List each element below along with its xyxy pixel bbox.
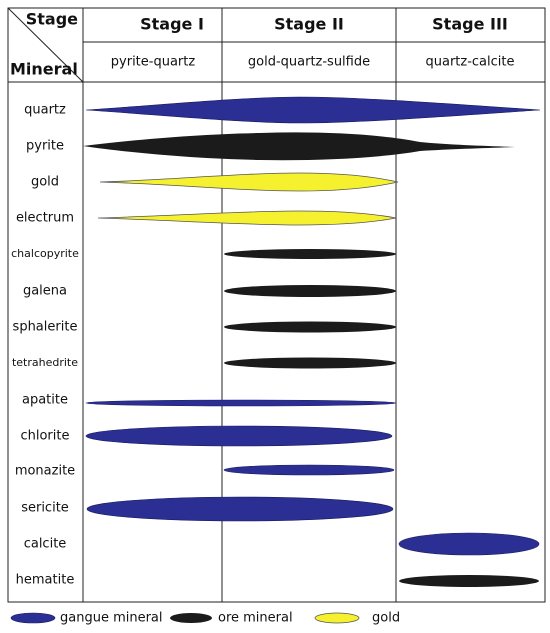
stage-name: Stage II — [274, 15, 344, 34]
stage-assemblage: gold-quartz-sulfide — [248, 55, 370, 70]
mineral-name: calcite — [24, 537, 67, 552]
sericite-bar — [86, 496, 394, 522]
mineral-name: hematite — [16, 573, 75, 588]
mineral-names: quartz pyrite gold electrum chalcopyrite… — [11, 103, 79, 588]
stage-name: Stage III — [432, 15, 508, 34]
mineral-name: tetrahedrite — [12, 356, 78, 369]
electrum-bar — [97, 210, 397, 226]
mineral-name: apatite — [22, 393, 68, 408]
legend-swatch — [10, 612, 56, 624]
mineral-name: pyrite — [26, 139, 64, 154]
mineral-label: Mineral — [10, 60, 78, 79]
pyrite-bar — [83, 132, 515, 161]
mineral-name: sericite — [21, 501, 69, 516]
mineral-name: quartz — [24, 103, 66, 118]
legend-swatch — [314, 612, 360, 624]
mineral-bars — [83, 96, 541, 587]
gold-bar — [99, 172, 399, 192]
mineral-name: gold — [31, 175, 59, 190]
galena-bar — [224, 285, 396, 297]
apatite-bar — [85, 399, 397, 407]
corner-diagonal — [7, 7, 84, 83]
table-border — [7, 7, 546, 603]
sphalerite-bar — [224, 321, 396, 333]
chlorite-bar — [85, 425, 393, 447]
mineral-name: monazite — [15, 464, 75, 479]
stage-assemblage: quartz-calcite — [426, 55, 515, 70]
hematite-bar — [399, 575, 539, 587]
mineral-name: chlorite — [20, 429, 69, 444]
stage-assemblage: pyrite-quartz — [111, 55, 196, 70]
quartz-bar — [85, 96, 541, 124]
stage-label: Stage — [26, 10, 78, 29]
mineral-name: electrum — [16, 211, 74, 226]
legend-swatch — [170, 613, 212, 623]
legend: gangue mineral ore mineral gold — [10, 611, 400, 626]
tetrahedrite-bar — [224, 357, 396, 369]
mineral-name: sphalerite — [13, 320, 78, 335]
stage-name: Stage I — [140, 15, 204, 34]
mineral-name: galena — [23, 284, 67, 299]
mineral-name: chalcopyrite — [11, 247, 79, 260]
legend-label: ore mineral — [218, 611, 293, 626]
legend-label: gold — [372, 611, 400, 626]
calcite-bar — [398, 532, 540, 556]
monazite-bar — [223, 464, 395, 476]
chalcopyrite-bar — [224, 249, 396, 259]
legend-label: gangue mineral — [60, 611, 163, 626]
